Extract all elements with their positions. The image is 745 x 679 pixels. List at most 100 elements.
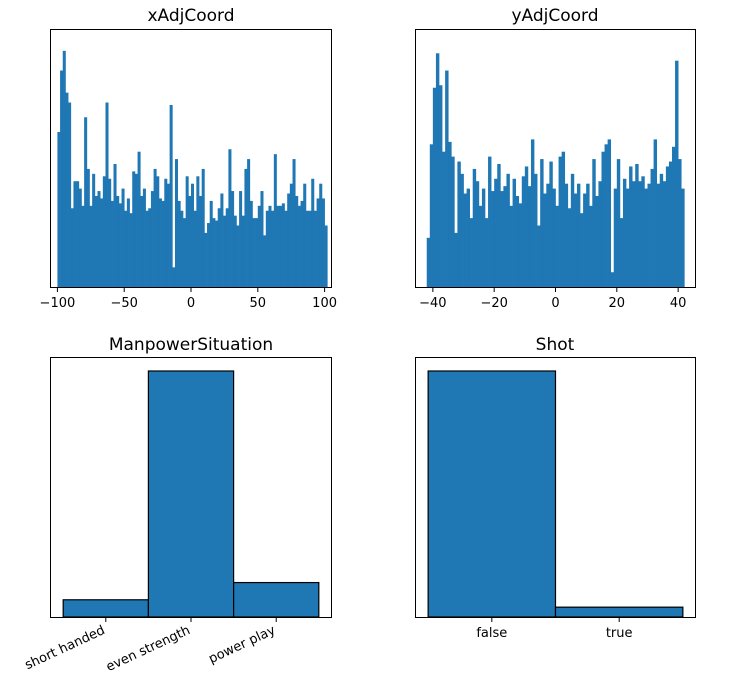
- xadjcoord-bin-bar: [199, 195, 203, 287]
- xadjcoord-x-tick-label: 100: [312, 296, 337, 311]
- yadjcoord-bin-bar: [448, 141, 452, 287]
- yadjcoord-bin-bar: [463, 193, 467, 287]
- xadjcoord-bin-bar: [166, 183, 170, 287]
- manpower-situation-bars: [62, 370, 320, 618]
- yadjcoord-bin-bar: [573, 193, 578, 287]
- yadjcoord-bin-bar: [641, 176, 645, 287]
- xadjcoord-bin-bar: [204, 232, 208, 287]
- xadjcoord-bars: [57, 50, 328, 288]
- yadjcoord-bin-bar: [656, 183, 661, 287]
- xadjcoord-bin-bar: [255, 218, 259, 287]
- xadjcoord-bin-bar: [110, 200, 114, 287]
- xadjcoord-bin-bar: [172, 267, 176, 287]
- xadjcoord-bin-bar: [191, 183, 195, 287]
- yadjcoord-bin-bar: [500, 191, 504, 287]
- yadjcoord-bin-bar: [512, 178, 516, 287]
- xadjcoord-bin-bar: [126, 198, 130, 287]
- yadjcoord-bin-bar: [672, 146, 676, 287]
- xadjcoord-bin-bar: [86, 168, 90, 287]
- yadjcoord-bin-bar: [521, 176, 526, 287]
- xadjcoord-bin-bar: [241, 215, 245, 287]
- yadjcoord-bin-bar: [524, 166, 529, 287]
- xadjcoord-bin-bar: [177, 200, 181, 287]
- yadjcoord-bin-bar: [567, 208, 572, 287]
- xadjcoord-bin-bar: [174, 159, 178, 287]
- xadjcoord-x-ticks: −100 −50 0 50 100: [40, 287, 337, 311]
- xadjcoord-bin-bar: [223, 215, 227, 287]
- yadjcoord-bin-bar: [632, 181, 636, 287]
- xadjcoord-bin-bar: [231, 191, 235, 287]
- yadjcoord-bin-bar: [469, 218, 474, 287]
- xadjcoord-bin-bar: [84, 117, 88, 287]
- yadjcoord-bin-bar: [592, 159, 596, 287]
- xadjcoord-bin-bar: [292, 159, 296, 287]
- shot-bar-true: [554, 606, 684, 618]
- xadjcoord-bin-bar: [121, 188, 125, 287]
- xadjcoord-bin-bar: [297, 205, 301, 287]
- yadjcoord-bin-bar: [515, 195, 520, 287]
- xadjcoord-bin-bar: [215, 220, 219, 287]
- xadjcoord-bin-bar: [62, 50, 66, 288]
- yadjcoord-bin-bar: [561, 151, 566, 287]
- xadjcoord-bin-bar: [316, 198, 320, 287]
- yadjcoord-bin-bar: [546, 183, 550, 287]
- shot-bar-false: [427, 370, 557, 618]
- yadjcoord-bin-bar: [555, 205, 559, 287]
- yadjcoord-bin-bar: [540, 159, 544, 287]
- xadjcoord-bin-bar: [276, 205, 280, 287]
- yadjcoord-x-tick-label: 20: [609, 296, 626, 311]
- yadjcoord-bin-bar: [429, 144, 434, 287]
- shot-x-tick-label: false: [476, 626, 507, 641]
- xadjcoord-bin-bar: [324, 225, 328, 287]
- xadjcoord-bin-bar: [303, 183, 307, 287]
- xadjcoord-bin-bar: [158, 198, 162, 287]
- xadjcoord-bin-bar: [287, 193, 291, 287]
- xadjcoord-bin-bar: [188, 195, 192, 287]
- yadjcoord-bin-bar: [530, 139, 535, 287]
- yadjcoord-bin-bar: [552, 188, 556, 287]
- shot-x-ticks: false true: [476, 617, 633, 641]
- shot-axes-frame: [415, 357, 696, 618]
- xadjcoord-bin-bar: [228, 149, 232, 287]
- yadjcoord-bin-bar: [488, 156, 492, 287]
- yadjcoord-bin-bar: [659, 173, 664, 287]
- xadjcoord-bin-bar: [201, 168, 205, 287]
- yadjcoord-bin-bar: [478, 205, 483, 287]
- yadjcoord-bin-bar: [662, 181, 667, 287]
- xadjcoord-bin-bar: [239, 191, 243, 287]
- yadjcoord-bin-bar: [681, 188, 685, 287]
- xadjcoord-bin-bar: [137, 151, 141, 287]
- xadjcoord-bin-bar: [100, 198, 104, 287]
- manpower-situation-x-tick-label: short handed: [23, 623, 108, 673]
- yadjcoord-bin-bar: [580, 213, 584, 287]
- yadjcoord-x-tick-label: 0: [551, 296, 559, 311]
- xadjcoord-bin-bar: [212, 218, 216, 287]
- yadjcoord-bin-bar: [619, 218, 624, 287]
- yadjcoord-bin-bar: [454, 232, 458, 287]
- xadjcoord-bin-bar: [140, 195, 144, 287]
- xadjcoord-bin-bar: [209, 200, 213, 287]
- yadjcoord-bin-bar: [527, 186, 532, 287]
- xadjcoord-bin-bar: [271, 210, 275, 287]
- yadjcoord-x-tick-label: −40: [419, 296, 446, 311]
- xadjcoord-bin-bar: [196, 176, 200, 287]
- yadjcoord-bin-bar: [503, 186, 507, 287]
- yadjcoord-bars: [426, 53, 685, 288]
- xadjcoord-x-tick-label: −100: [40, 296, 76, 311]
- xadjcoord-bin-bar: [308, 210, 312, 287]
- xadjcoord-bin-bar: [142, 188, 146, 287]
- xadjcoord-bin-bar: [281, 203, 285, 287]
- yadjcoord-bin-bar: [604, 144, 608, 287]
- xadjcoord-x-tick-label: −50: [110, 296, 137, 311]
- xadjcoord-bin-bar: [180, 210, 184, 287]
- yadjcoord-bin-bar: [613, 188, 618, 287]
- yadjcoord-bin-bar: [457, 161, 461, 287]
- yadjcoord-bin-bar: [665, 166, 670, 287]
- yadjcoord-bin-bar: [506, 173, 510, 287]
- xadjcoord-bin-bar: [57, 132, 61, 287]
- yadjcoord-bin-bar: [610, 272, 615, 287]
- xadjcoord-bin-bar: [249, 200, 253, 287]
- xadjcoord-bin-bar: [113, 164, 117, 287]
- yadjcoord-bin-bar: [534, 173, 538, 287]
